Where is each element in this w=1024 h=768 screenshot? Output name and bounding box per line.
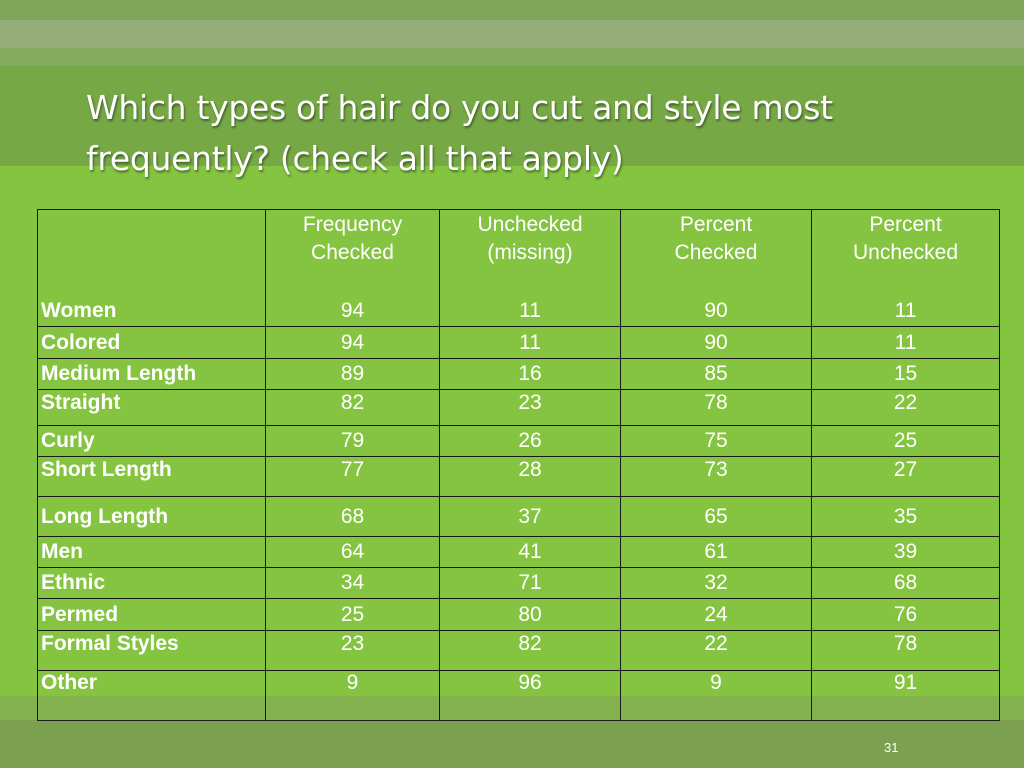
cell-value: 37 <box>439 496 621 538</box>
cell-value: 94 <box>265 326 440 359</box>
cell-value: 23 <box>265 629 440 671</box>
cell-value: 96 <box>439 669 621 722</box>
cell-value: 16 <box>439 357 621 390</box>
row-label: Men <box>37 536 266 569</box>
table-row: Formal Styles 23 82 22 78 <box>37 629 1000 671</box>
column-header-label: Percent Checked <box>674 213 758 264</box>
table-row: Ethnic 34 71 32 68 <box>37 567 1000 600</box>
cell-value: 11 <box>894 299 917 322</box>
cell-value: 89 <box>265 357 440 390</box>
cell-value: 11 <box>439 326 621 359</box>
cell-value: 23 <box>439 388 621 426</box>
table-row: Short Length 77 28 73 27 <box>37 455 1000 498</box>
cell-value: 22 <box>620 629 812 671</box>
cell-value: 27 <box>811 455 1000 498</box>
cell-value: 91 <box>811 669 1000 722</box>
column-header-label: Unchecked (missing) <box>477 213 583 264</box>
cell-value: 39 <box>811 536 1000 569</box>
table-row: Medium Length 89 16 85 15 <box>37 357 1000 390</box>
cell-value: 73 <box>620 455 812 498</box>
cell-value: 25 <box>811 424 1000 457</box>
table-row: Permed 25 80 24 76 <box>37 598 1000 631</box>
cell-value: 94 <box>340 299 365 322</box>
column-header-label: Percent Unchecked <box>852 213 959 264</box>
cell-value: 26 <box>439 424 621 457</box>
cell-value: 79 <box>265 424 440 457</box>
column-header-unchecked-missing: Unchecked (missing) 11 <box>439 208 621 328</box>
cell-value: 90 <box>620 326 812 359</box>
table-row: Curly 79 26 75 25 <box>37 424 1000 457</box>
row-label: Permed <box>37 598 266 631</box>
table-row: Other 9 96 9 91 <box>37 669 1000 722</box>
row-label: Women <box>37 208 266 328</box>
table-row: Men 64 41 61 39 <box>37 536 1000 569</box>
cell-value: 11 <box>519 299 541 322</box>
cell-value: 85 <box>620 357 812 390</box>
page-number: 31 <box>884 740 899 755</box>
column-header-percent-unchecked: Percent Unchecked 11 <box>811 208 1000 328</box>
row-label: Colored <box>37 326 266 359</box>
table-row: Colored 94 11 90 11 <box>37 326 1000 359</box>
column-header-label: Frequency Checked <box>302 213 403 264</box>
column-header-percent-checked: Percent Checked 90 <box>620 208 812 328</box>
top-band-2 <box>0 20 1024 48</box>
row-label: Medium Length <box>37 357 266 390</box>
cell-value: 11 <box>811 326 1000 359</box>
cell-value: 75 <box>620 424 812 457</box>
top-band-1 <box>0 0 1024 20</box>
cell-value: 68 <box>811 567 1000 600</box>
cell-value: 61 <box>620 536 812 569</box>
table-row: Long Length 68 37 65 35 <box>37 496 1000 538</box>
cell-value: 78 <box>620 388 812 426</box>
cell-value: 34 <box>265 567 440 600</box>
cell-value: 90 <box>704 299 728 322</box>
cell-value: 9 <box>620 669 812 722</box>
row-label: Long Length <box>37 496 266 538</box>
cell-value: 76 <box>811 598 1000 631</box>
cell-value: 22 <box>811 388 1000 426</box>
row-label: Short Length <box>37 455 266 498</box>
table-row: Straight 82 23 78 22 <box>37 388 1000 426</box>
cell-value: 82 <box>265 388 440 426</box>
cell-value: 78 <box>811 629 1000 671</box>
cell-value: 32 <box>620 567 812 600</box>
cell-value: 35 <box>811 496 1000 538</box>
cell-value: 9 <box>265 669 440 722</box>
cell-value: 80 <box>439 598 621 631</box>
cell-value: 41 <box>439 536 621 569</box>
cell-value: 65 <box>620 496 812 538</box>
cell-value: 24 <box>620 598 812 631</box>
cell-value: 28 <box>439 455 621 498</box>
column-header-frequency-checked: Frequency Checked 94 <box>265 208 440 328</box>
slide-title: Which types of hair do you cut and style… <box>86 88 833 178</box>
cell-value: 82 <box>439 629 621 671</box>
results-table: Women Frequency Checked 94 Unchecked (mi… <box>37 208 1000 722</box>
cell-value: 77 <box>265 455 440 498</box>
row-label: Ethnic <box>37 567 266 600</box>
row-label: Curly <box>37 424 266 457</box>
table-row: Women Frequency Checked 94 Unchecked (mi… <box>37 208 1000 328</box>
row-label: Other <box>37 669 266 722</box>
row-label: Formal Styles <box>37 629 266 671</box>
cell-value: 68 <box>265 496 440 538</box>
title-band <box>0 66 1024 166</box>
cell-value: 71 <box>439 567 621 600</box>
cell-value: 25 <box>265 598 440 631</box>
cell-value: 15 <box>811 357 1000 390</box>
top-band-3 <box>0 48 1024 66</box>
cell-value: 64 <box>265 536 440 569</box>
row-label: Straight <box>37 388 266 426</box>
